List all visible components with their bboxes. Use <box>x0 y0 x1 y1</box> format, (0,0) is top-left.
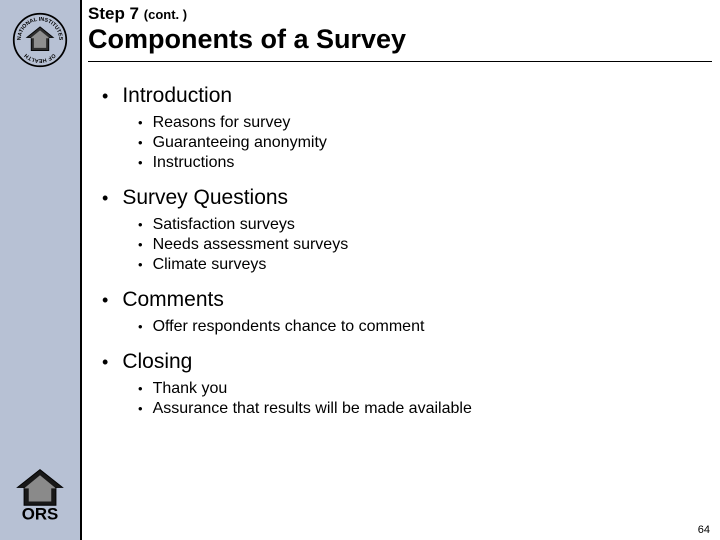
bullet-icon: • <box>138 136 143 149</box>
list-item-label: Survey Questions <box>122 186 288 210</box>
sub-list-item: • Instructions <box>138 154 712 172</box>
list-item-label: Comments <box>122 288 224 312</box>
sub-list-item: • Thank you <box>138 380 712 398</box>
sub-list-item-label: Assurance that results will be made avai… <box>153 400 472 418</box>
bullet-icon: • <box>138 218 143 231</box>
sub-list: • Thank you • Assurance that results will … <box>102 380 712 418</box>
nih-logo: NATIONAL INSTITUTES OF HEALTH <box>8 8 72 72</box>
sub-list-item: • Satisfaction surveys <box>138 216 712 234</box>
sub-list-item-label: Reasons for survey <box>153 114 291 132</box>
page-title: Components of a Survey <box>88 24 712 55</box>
sub-list-item-label: Satisfaction surveys <box>153 216 295 234</box>
title-rule <box>88 61 712 62</box>
sub-list-item-label: Thank you <box>153 380 228 398</box>
step-line: Step 7 (cont. ) <box>88 4 712 24</box>
cont-label: (cont. ) <box>144 7 187 22</box>
sub-list-item: • Reasons for survey <box>138 114 712 132</box>
sub-list: • Reasons for survey • Guaranteeing anonym… <box>102 114 712 172</box>
step-label: Step 7 <box>88 4 139 23</box>
bullet-list: • Introduction • Reasons for survey • Guara… <box>88 84 712 418</box>
ors-logo: ORS <box>8 462 72 526</box>
content-area: Step 7 (cont. ) Components of a Survey •… <box>88 4 712 534</box>
bullet-icon: • <box>138 320 143 333</box>
sub-list-item-label: Instructions <box>153 154 235 172</box>
sub-list-item-label: Guaranteeing anonymity <box>153 134 327 152</box>
svg-text:OF HEALTH: OF HEALTH <box>24 52 57 63</box>
sub-list-item: • Offer respondents chance to comment <box>138 318 712 336</box>
sub-list-item: • Assurance that results will be made ava… <box>138 400 712 418</box>
bullet-icon: • <box>138 402 143 415</box>
page-number: 64 <box>698 524 710 536</box>
bullet-icon: • <box>138 382 143 395</box>
bullet-icon: • <box>102 189 108 207</box>
sub-list-item: • Guaranteeing anonymity <box>138 134 712 152</box>
bullet-icon: • <box>138 258 143 271</box>
slide: NATIONAL INSTITUTES OF HEALTH ORS Step 7… <box>0 0 720 540</box>
list-item: • Introduction • Reasons for survey • Guara… <box>102 84 712 172</box>
sub-list-item-label: Offer respondents chance to comment <box>153 318 425 336</box>
list-item: • Survey Questions • Satisfaction surveys … <box>102 186 712 274</box>
list-item-label: Introduction <box>122 84 232 108</box>
bullet-icon: • <box>102 353 108 371</box>
sidebar: NATIONAL INSTITUTES OF HEALTH ORS <box>0 0 82 540</box>
bullet-icon: • <box>138 238 143 251</box>
sub-list: • Offer respondents chance to comment <box>102 318 712 336</box>
list-item: • Closing • Thank you • Assurance that resu… <box>102 350 712 418</box>
bullet-icon: • <box>138 156 143 169</box>
ors-logo-text: ORS <box>22 504 59 523</box>
bullet-icon: • <box>102 291 108 309</box>
list-item-label: Closing <box>122 350 192 374</box>
list-item: • Comments • Offer respondents chance to c… <box>102 288 712 336</box>
sub-list-item: • Climate surveys <box>138 256 712 274</box>
sub-list: • Satisfaction surveys • Needs assessment … <box>102 216 712 274</box>
sub-list-item-label: Climate surveys <box>153 256 267 274</box>
sub-list-item: • Needs assessment surveys <box>138 236 712 254</box>
bullet-icon: • <box>102 87 108 105</box>
sub-list-item-label: Needs assessment surveys <box>153 236 349 254</box>
bullet-icon: • <box>138 116 143 129</box>
